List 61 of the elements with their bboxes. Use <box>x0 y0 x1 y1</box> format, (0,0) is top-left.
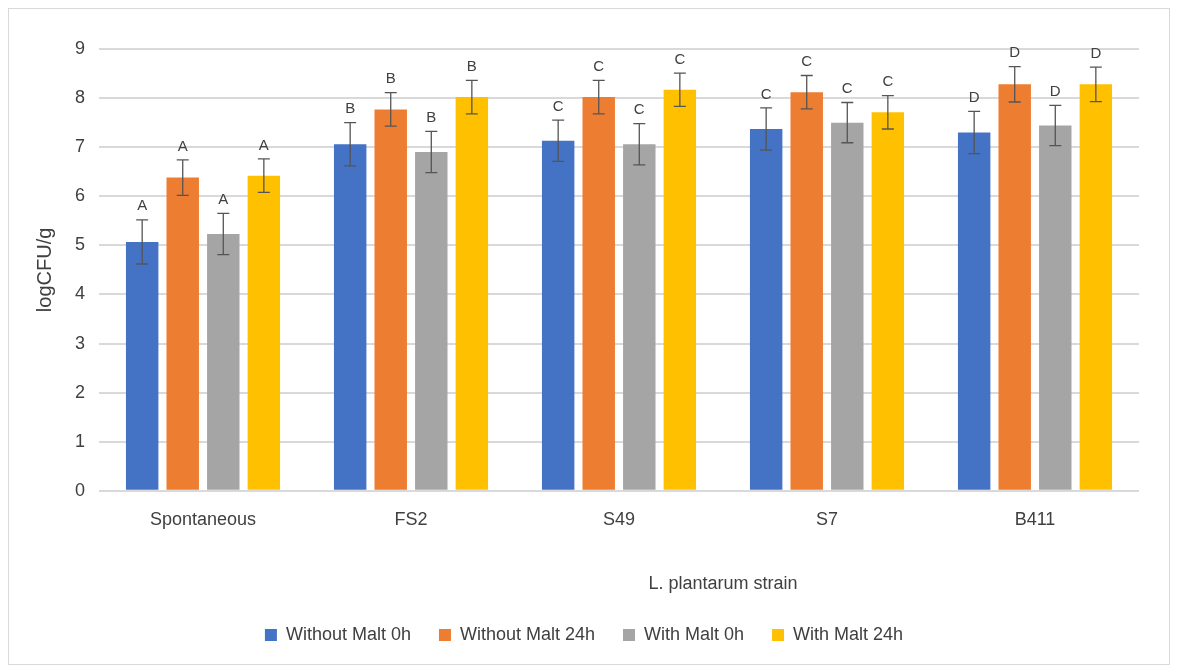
x-tick-label: S49 <box>602 508 636 529</box>
data-label: C <box>882 72 894 90</box>
data-label: C <box>633 100 645 118</box>
x-tick-label: Spontaneous <box>149 508 257 529</box>
y-tick-label: 4 <box>75 283 86 304</box>
y-tick-label: 5 <box>75 234 86 255</box>
legend-label: With Malt 0h <box>644 623 745 644</box>
data-label: A <box>137 196 148 214</box>
y-tick-label: 1 <box>75 430 86 451</box>
y-tick-label: 7 <box>75 136 86 157</box>
bar <box>871 112 905 490</box>
bar <box>1039 125 1072 490</box>
data-label: B <box>466 57 477 75</box>
x-axis-title: L. plantarum strain <box>648 572 798 593</box>
data-label: A <box>218 190 229 208</box>
data-label: D <box>968 87 980 105</box>
bar <box>374 109 407 490</box>
bar <box>1079 84 1113 490</box>
bar <box>166 177 199 490</box>
y-tick-label: 3 <box>75 332 86 353</box>
x-tick-label: B411 <box>1014 508 1056 529</box>
data-label: C <box>841 79 853 97</box>
data-label: D <box>1090 43 1102 61</box>
y-tick-label: 6 <box>75 185 86 206</box>
bar <box>790 92 823 490</box>
y-tick-label: 9 <box>75 37 86 58</box>
bar <box>207 234 240 490</box>
data-label: C <box>760 84 772 102</box>
data-label: C <box>674 49 686 67</box>
data-label: C <box>593 57 605 75</box>
x-tick-label: FS2 <box>394 508 428 529</box>
bar <box>749 129 783 490</box>
data-label: B <box>385 69 396 87</box>
data-label: D <box>1049 82 1061 100</box>
data-label: B <box>426 108 437 126</box>
data-label: D <box>1009 43 1021 61</box>
bar <box>247 175 281 490</box>
data-label: B <box>345 99 356 117</box>
bar <box>415 152 448 490</box>
bar <box>998 84 1031 490</box>
legend-label: Without Malt 24h <box>459 623 596 644</box>
bar <box>125 241 159 490</box>
y-tick-label: 0 <box>75 479 86 500</box>
bar <box>957 132 991 490</box>
data-label: A <box>177 136 188 154</box>
y-axis-title: logCFU/g <box>32 227 55 313</box>
x-tick-label: S7 <box>815 508 839 529</box>
legend-label: Without Malt 0h <box>285 623 411 644</box>
data-label: C <box>552 96 564 114</box>
data-label: C <box>801 52 813 70</box>
bar <box>831 122 864 490</box>
y-tick-label: 8 <box>75 87 86 108</box>
bar <box>663 89 697 490</box>
bar <box>455 97 489 490</box>
bar <box>582 97 615 490</box>
y-tick-label: 2 <box>75 381 86 402</box>
bar <box>333 144 367 490</box>
bar <box>541 140 575 490</box>
bar <box>623 144 656 490</box>
legend-label: With Malt 24h <box>793 623 904 644</box>
data-label: A <box>258 135 269 153</box>
